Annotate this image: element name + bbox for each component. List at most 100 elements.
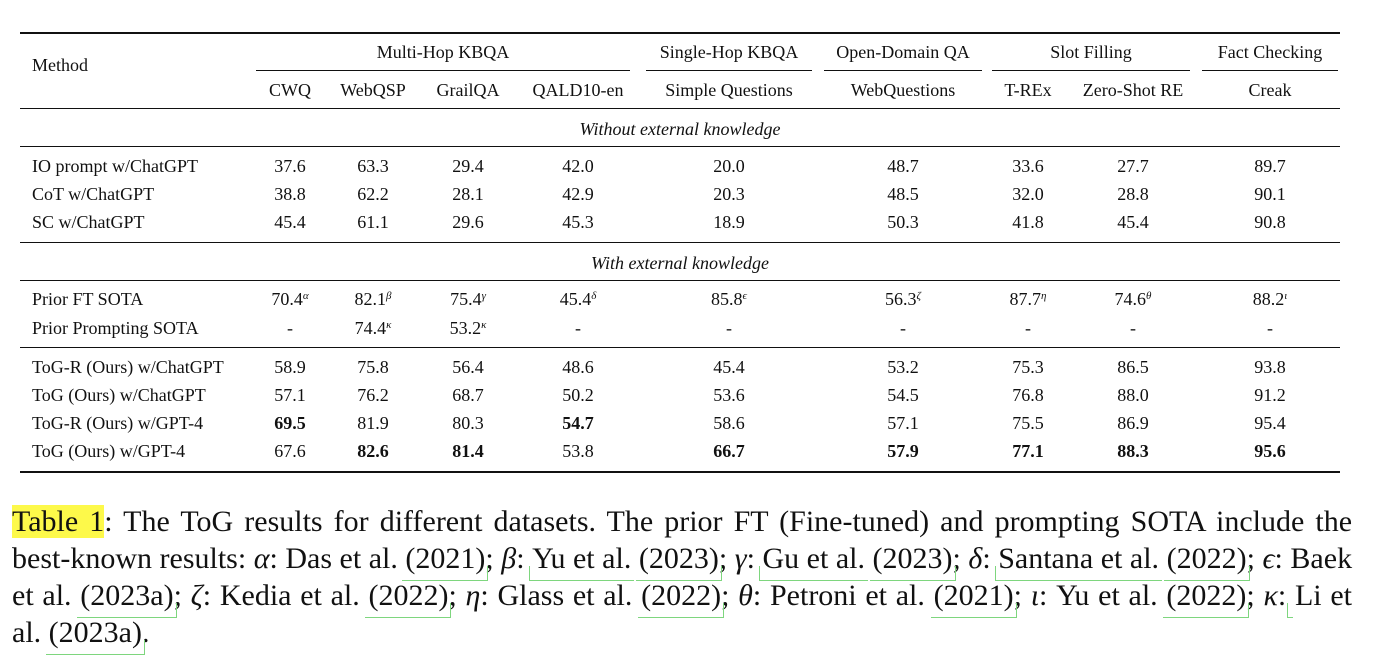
group-open-domain-qa: Open-Domain QA [836, 42, 970, 62]
table-cell: 48.7 [887, 156, 919, 176]
citation-superscript: κ [386, 319, 392, 331]
table-cell: 88.2ι [1252, 289, 1288, 309]
table-cell: 32.0 [1012, 184, 1044, 204]
table-cell: 27.7 [1117, 156, 1149, 176]
bottom-rule [20, 471, 1340, 473]
caption-ref-year[interactable]: (2022) [1166, 542, 1247, 575]
caption-ref-year[interactable]: (2022) [641, 579, 722, 612]
caption-ref-year[interactable]: (2021) [933, 579, 1014, 612]
table-cell: 67.6 [274, 441, 306, 461]
group-multi-hop-kbqa: Multi-Hop KBQA [376, 42, 510, 62]
row-method: SC w/ChatGPT [32, 212, 145, 232]
caption-ref-symbol: θ [738, 579, 753, 612]
table-cell: 45.3 [562, 212, 594, 232]
table-cell: 75.4γ [450, 289, 486, 309]
caption-label: Table 1 [12, 505, 105, 538]
caption-ref-author[interactable]: Li et al. [12, 579, 1352, 649]
top-rule [20, 32, 1340, 34]
group-fact-checking: Fact Checking [1217, 42, 1323, 62]
group-underline [646, 70, 812, 71]
caption-ref-author[interactable]: Das et al. [285, 542, 398, 575]
caption-ref-author[interactable]: Santana et al. [998, 542, 1160, 575]
caption-ref-author[interactable]: Yu et al. [1056, 579, 1158, 612]
caption-ref-year[interactable]: (2023) [638, 542, 719, 575]
citation-superscript: δ [591, 290, 597, 302]
group-underline [256, 70, 630, 71]
section-title: Without external knowledge [579, 119, 781, 139]
table-cell: 95.4 [1254, 413, 1286, 433]
row-method: ToG-R (Ours) w/ChatGPT [32, 357, 224, 377]
table-cell: - [1267, 318, 1273, 338]
column-header-webquestions: WebQuestions [850, 80, 956, 100]
table-cell: 86.9 [1117, 413, 1149, 433]
table-cell: 45.4 [713, 357, 745, 377]
table-cell: - [900, 318, 906, 338]
table-cell: 45.4 [274, 212, 306, 232]
column-header-simple-questions: Simple Questions [665, 80, 793, 100]
caption-ref-symbol: κ [1263, 579, 1278, 612]
citation-superscript: γ [481, 290, 486, 302]
citation-superscript: β [386, 290, 392, 302]
table-cell: 48.6 [562, 357, 594, 377]
caption-ref-year[interactable]: (2023a) [80, 579, 174, 612]
group-underline [992, 70, 1190, 71]
section-rule [20, 347, 1340, 348]
caption-ref-author[interactable]: Gu et al. [762, 542, 865, 575]
table-cell: 58.9 [274, 357, 306, 377]
row-method: ToG-R (Ours) w/GPT-4 [32, 413, 204, 433]
table-cell: 74.4κ [354, 318, 392, 338]
table-cell: - [287, 318, 293, 338]
table-cell: 45.4δ [559, 289, 597, 309]
table-cell: 75.5 [1012, 413, 1044, 433]
citation-superscript: η [1041, 290, 1047, 302]
table-cell: 56.3ζ [885, 289, 921, 309]
table-cell: 54.7 [562, 413, 594, 433]
column-header-qald10-en: QALD10-en [532, 80, 624, 100]
group-underline [1202, 70, 1338, 71]
caption-ref-year[interactable]: (2023) [872, 542, 953, 575]
table-cell: 74.6θ [1114, 289, 1152, 309]
column-header-cwq: CWQ [269, 80, 311, 100]
caption-ref-year[interactable]: (2022) [1166, 579, 1247, 612]
table-cell: 33.6 [1012, 156, 1044, 176]
citation-superscript: ι [1284, 290, 1288, 302]
table-cell: 29.4 [452, 156, 484, 176]
caption-ref-author[interactable]: Baek et al. [12, 542, 1353, 612]
table-cell: 45.4 [1117, 212, 1149, 232]
table-cell: 53.2 [887, 357, 919, 377]
row-method: ToG (Ours) w/GPT-4 [32, 441, 186, 461]
table-cell: 57.1 [887, 413, 919, 433]
caption-ref-symbol: β [501, 542, 517, 575]
caption-ref-author[interactable]: Yu et al. [532, 542, 632, 575]
caption-ref-symbol: δ [968, 542, 983, 575]
caption-ref-author[interactable]: Petroni et al. [769, 579, 925, 612]
citation-superscript: ϵ [742, 290, 747, 302]
header-rule [20, 108, 1340, 109]
table-cell: 57.1 [274, 385, 306, 405]
caption-ref-symbol: ϵ [1262, 542, 1275, 575]
group-underline [824, 70, 982, 71]
table-cell: 89.7 [1254, 156, 1286, 176]
table-cell: 82.6 [357, 441, 389, 461]
caption-ref-year[interactable]: (2023a) [48, 616, 142, 649]
table-cell: 42.9 [562, 184, 594, 204]
row-method: Prior Prompting SOTA [32, 318, 199, 338]
caption-ref-author[interactable]: Glass et al. [497, 579, 633, 612]
caption-ref-year[interactable]: (2022) [368, 579, 449, 612]
table-cell: 54.5 [887, 385, 919, 405]
table-cell: 93.8 [1254, 357, 1286, 377]
section-rule [20, 242, 1340, 243]
citation-superscript: α [302, 290, 309, 302]
table-cell: 58.6 [713, 413, 745, 433]
column-header-webqsp: WebQSP [340, 80, 406, 100]
table-cell: 37.6 [274, 156, 306, 176]
caption-intro: : The ToG results for different datasets… [12, 505, 1353, 575]
table-cell: 63.3 [357, 156, 389, 176]
table-cell: 77.1 [1012, 441, 1044, 461]
row-method: CoT w/ChatGPT [32, 184, 155, 204]
caption-ref-year[interactable]: (2021) [405, 542, 486, 575]
caption-ref-author[interactable]: Kedia et al. [219, 579, 360, 612]
caption-text: Table 1: The ToG results for different d… [12, 505, 1353, 649]
table-cell: 41.8 [1012, 212, 1044, 232]
row-method: ToG (Ours) w/ChatGPT [32, 385, 206, 405]
